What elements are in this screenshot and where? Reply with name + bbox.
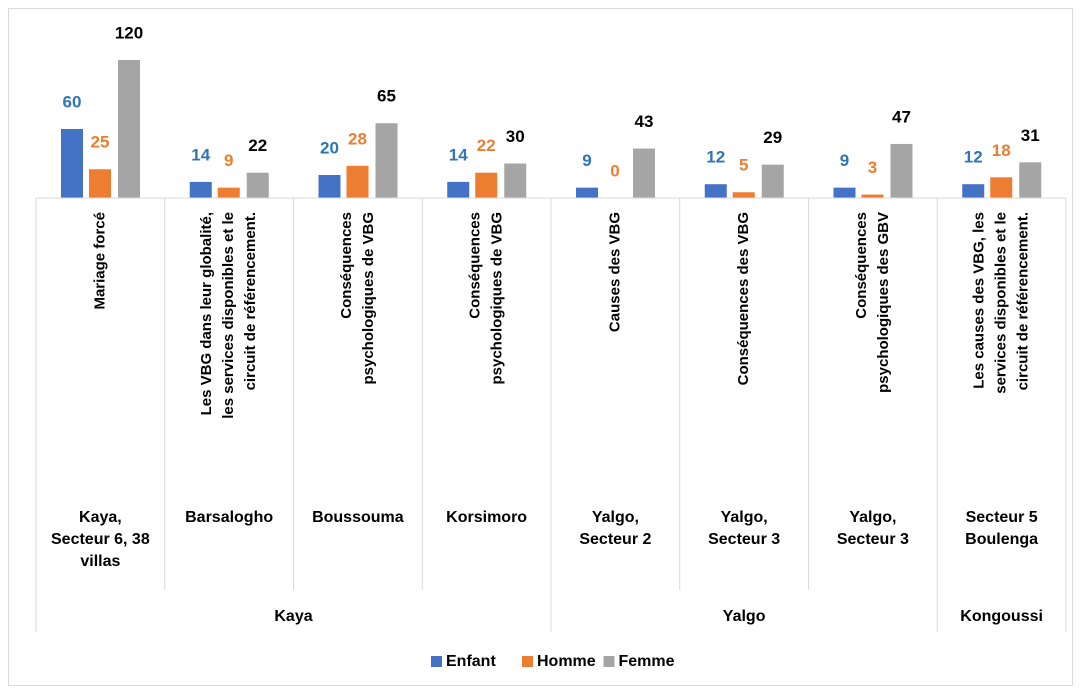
- category-label: Conséquences: [338, 212, 355, 319]
- bar: [61, 129, 83, 198]
- data-label: 18: [992, 141, 1011, 160]
- bar: [761, 164, 784, 198]
- data-label: 60: [63, 92, 82, 111]
- bar: [375, 123, 398, 198]
- data-label: 9: [224, 151, 233, 170]
- commune-label: Kongoussi: [960, 608, 1043, 625]
- commune-label: Kaya: [274, 608, 312, 625]
- data-label: 14: [191, 145, 210, 164]
- data-label: 120: [115, 23, 143, 42]
- data-label: 47: [892, 107, 911, 126]
- category-label: circuit de référencement.: [1015, 212, 1032, 390]
- locality-label: Boussouma: [312, 509, 404, 526]
- bar: [962, 184, 985, 198]
- locality-label: Yalgo,: [592, 509, 639, 526]
- locality-label: villas: [80, 553, 120, 570]
- data-label: 9: [582, 151, 591, 170]
- bar: [890, 143, 913, 198]
- bar: [447, 181, 470, 198]
- data-label: 28: [348, 129, 367, 148]
- locality-label: Korsimoro: [446, 509, 527, 526]
- data-label: 0: [610, 161, 619, 180]
- bar: [833, 187, 856, 198]
- category-label: Conséquences des VBG: [735, 212, 752, 385]
- category-label: psychologiques des GBV: [875, 212, 892, 393]
- category-label: circuit de référencement.: [242, 212, 259, 390]
- data-label: 22: [477, 136, 496, 155]
- locality-label: Boulenga: [965, 531, 1038, 548]
- bar: [217, 187, 240, 198]
- locality-label: Barsalogho: [185, 509, 273, 526]
- category-label: services disponibles et le: [993, 212, 1010, 394]
- bar: [246, 172, 269, 198]
- data-label: 20: [320, 138, 339, 157]
- data-label: 12: [706, 148, 725, 167]
- data-label: 31: [1021, 126, 1040, 145]
- locality-label: Secteur 3: [708, 531, 780, 548]
- data-label: 65: [377, 87, 396, 106]
- category-label: les services disponibles et le: [220, 212, 237, 419]
- locality-label: Secteur 5: [966, 509, 1038, 526]
- data-label: 9: [840, 151, 849, 170]
- category-label: Les causes des VBG, les: [971, 212, 988, 389]
- locality-label: Secteur 2: [579, 531, 651, 548]
- bar: [704, 184, 727, 198]
- bar: [504, 163, 527, 198]
- category-label: Conséquences: [467, 212, 484, 319]
- data-label: 25: [91, 133, 110, 152]
- category-label: Conséquences: [853, 212, 870, 319]
- category-label: psychologiques de VBG: [489, 212, 506, 385]
- data-label: 29: [763, 128, 782, 147]
- locality-label: Secteur 6, 38: [51, 531, 150, 548]
- data-label: 12: [964, 148, 983, 167]
- data-label: 3: [868, 158, 877, 177]
- bar: [89, 169, 111, 198]
- bar: [189, 181, 212, 198]
- bar: [1019, 162, 1042, 198]
- data-label: 5: [739, 156, 748, 175]
- legend-swatch: [431, 656, 442, 667]
- bar: [318, 175, 341, 198]
- legend-label: Femme: [619, 653, 675, 670]
- category-label: Les VBG dans leur globalité,: [198, 212, 215, 415]
- data-label: 22: [248, 136, 267, 155]
- locality-label: Yalgo,: [849, 509, 896, 526]
- bar: [576, 187, 598, 198]
- bar: [346, 165, 369, 198]
- bar: [475, 172, 498, 198]
- bar: [861, 194, 884, 198]
- legend-label: Enfant: [446, 653, 496, 670]
- locality-label: Kaya,: [79, 509, 122, 526]
- category-label: psychologiques de VBG: [360, 212, 377, 385]
- chart-frame: [8, 8, 1073, 686]
- bar: [633, 148, 655, 198]
- locality-label: Secteur 3: [837, 531, 909, 548]
- commune-label: Yalgo: [723, 608, 766, 625]
- bar: [990, 177, 1013, 198]
- bar: [732, 192, 755, 198]
- legend-label: Homme: [537, 653, 596, 670]
- category-label: Mariage forcé: [91, 212, 108, 310]
- locality-label: Yalgo,: [721, 509, 768, 526]
- data-label: 14: [449, 145, 468, 164]
- legend-swatch: [522, 656, 533, 667]
- data-label: 43: [635, 112, 654, 131]
- category-label: Causes des VBG: [606, 212, 623, 332]
- legend-swatch: [603, 656, 615, 667]
- bar: [118, 60, 140, 198]
- data-label: 30: [506, 127, 525, 146]
